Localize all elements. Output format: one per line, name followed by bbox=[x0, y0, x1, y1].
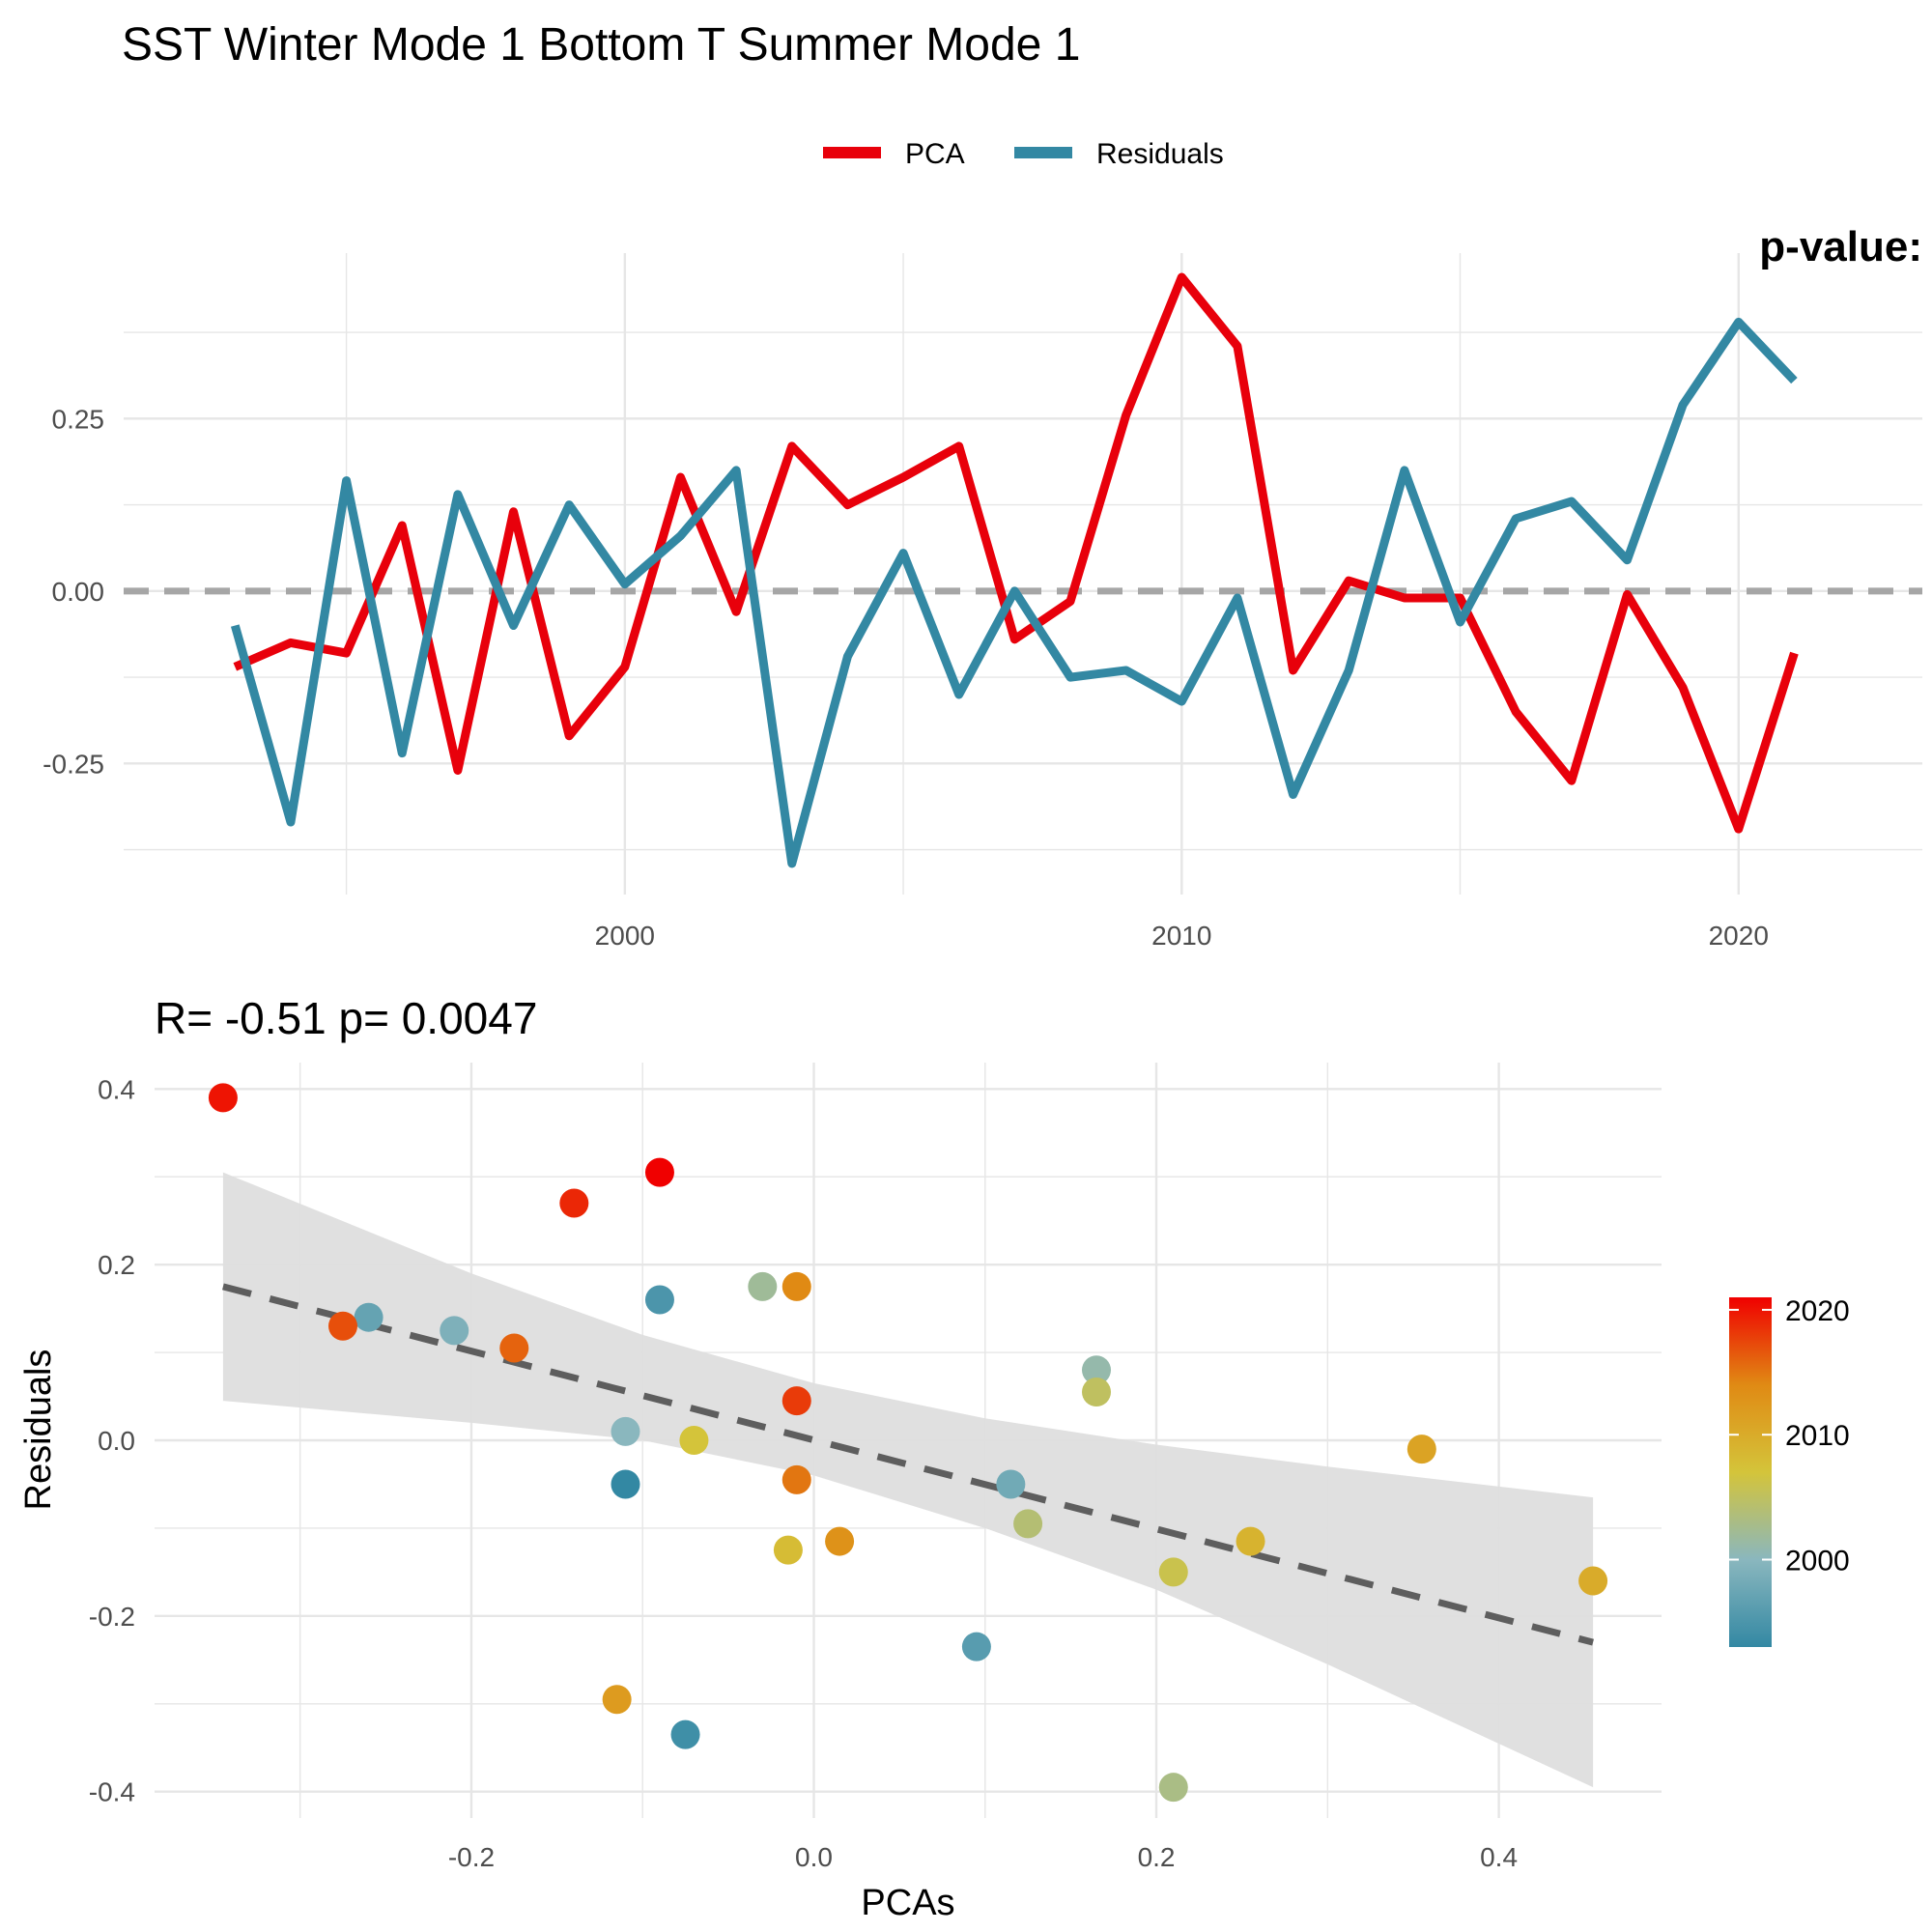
time-series-lines bbox=[124, 272, 1922, 868]
scatter-point bbox=[1082, 1355, 1111, 1385]
y-tick-label: 0.00 bbox=[52, 577, 105, 607]
scatter-point bbox=[781, 1386, 811, 1416]
scatter-point bbox=[644, 1157, 674, 1187]
scatter-points bbox=[208, 1083, 1608, 1803]
regression-fit-line bbox=[222, 1283, 1594, 1646]
corner-label: p-value: bbox=[1759, 223, 1922, 270]
y-tick-label: 0.2 bbox=[98, 1250, 135, 1280]
chart-title: SST Winter Mode 1 Bottom T Summer Mode 1 bbox=[122, 19, 1080, 71]
x-tick-label: 0.4 bbox=[1480, 1842, 1518, 1872]
colorbar-gradient bbox=[1729, 1297, 1772, 1647]
series-line-residuals bbox=[230, 317, 1798, 868]
scatter-point bbox=[328, 1311, 357, 1341]
scatter-point bbox=[1236, 1526, 1265, 1556]
x-tick-label: 0.0 bbox=[795, 1842, 833, 1872]
scatter-point bbox=[996, 1469, 1026, 1499]
scatter-point bbox=[1158, 1773, 1188, 1803]
scatter-point bbox=[354, 1302, 384, 1332]
y-axis-title: Residuals bbox=[18, 1350, 59, 1511]
scatter-point bbox=[679, 1426, 709, 1455]
colorbar: 2020 2010 2000 bbox=[1729, 1295, 1850, 1647]
scatter-point bbox=[781, 1464, 811, 1494]
scatter-point bbox=[1578, 1566, 1608, 1596]
legend-label-residuals: Residuals bbox=[1096, 138, 1224, 170]
scatter-confidence-band bbox=[222, 1172, 1594, 1788]
y-tick-label: -0.2 bbox=[89, 1602, 135, 1632]
x-tick-label: 0.2 bbox=[1138, 1842, 1176, 1872]
scatter-point bbox=[748, 1271, 778, 1301]
x-axis-title: PCAs bbox=[861, 1883, 954, 1923]
legend: PCA Residuals bbox=[823, 138, 1224, 170]
series-line-pca bbox=[233, 272, 1799, 834]
colorbar-tick-label: 2020 bbox=[1785, 1295, 1850, 1327]
scatter-ticks: -0.2 0.0 0.2 0.4 0.4 0.2 0.0 -0.2 -0.4 bbox=[89, 1074, 1518, 1872]
scatter-point bbox=[825, 1526, 855, 1556]
y-tick-label: -0.25 bbox=[43, 749, 104, 779]
scatter-point bbox=[440, 1316, 469, 1346]
time-series-panel: 2000 2010 2020 0.25 0.00 -0.25 p-value: bbox=[43, 223, 1922, 951]
scatter-point bbox=[670, 1719, 700, 1749]
y-tick-label: 0.4 bbox=[98, 1074, 135, 1104]
scatter-point bbox=[611, 1469, 640, 1499]
legend-label-pca: PCA bbox=[905, 138, 965, 170]
colorbar-ticks: 2020 2010 2000 bbox=[1729, 1295, 1850, 1577]
scatter-point bbox=[1013, 1509, 1043, 1539]
scatter-panel: -0.2 0.0 0.2 0.4 0.4 0.2 0.0 -0.2 -0.4 bbox=[89, 1063, 1662, 1872]
y-tick-label: 0.0 bbox=[98, 1426, 135, 1456]
scatter-point bbox=[499, 1333, 529, 1363]
y-tick-label: -0.4 bbox=[89, 1777, 135, 1807]
scatter-point bbox=[208, 1083, 238, 1113]
scatter-point bbox=[781, 1271, 811, 1301]
x-tick-label: 2000 bbox=[595, 921, 655, 951]
confidence-ribbon bbox=[222, 1172, 1594, 1788]
x-tick-label: -0.2 bbox=[448, 1842, 495, 1872]
scatter-point bbox=[644, 1285, 674, 1315]
colorbar-tick-label: 2000 bbox=[1785, 1546, 1850, 1577]
y-tick-label: 0.25 bbox=[52, 404, 105, 434]
colorbar-tick-label: 2010 bbox=[1785, 1420, 1850, 1452]
x-tick-label: 2020 bbox=[1709, 921, 1769, 951]
scatter-point bbox=[1082, 1377, 1111, 1406]
scatter-subtitle: R= -0.51 p= 0.0047 bbox=[155, 993, 537, 1043]
scatter-point bbox=[602, 1685, 632, 1715]
scatter-point bbox=[559, 1188, 589, 1218]
scatter-point bbox=[773, 1535, 803, 1565]
scatter-point bbox=[1158, 1557, 1188, 1587]
time-series-ticks: 2000 2010 2020 0.25 0.00 -0.25 bbox=[43, 404, 1769, 951]
x-tick-label: 2010 bbox=[1151, 921, 1211, 951]
scatter-point bbox=[1406, 1435, 1436, 1464]
scatter-point bbox=[961, 1632, 991, 1662]
scatter-point bbox=[611, 1416, 640, 1446]
time-series-grid bbox=[124, 253, 1922, 895]
